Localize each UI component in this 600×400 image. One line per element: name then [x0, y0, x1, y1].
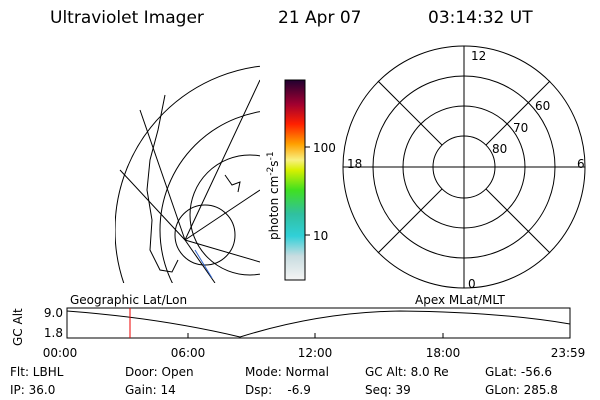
altitude-curve — [66, 310, 571, 338]
mlat-label: 80 — [492, 142, 507, 156]
polar-grid — [342, 45, 586, 289]
mlat-label: 70 — [513, 121, 528, 135]
x-tick-label: 23:59 — [551, 346, 586, 360]
colorbar-tick: 10 — [313, 229, 328, 243]
colorbar — [284, 79, 306, 281]
time: 03:14:32 UT — [428, 8, 533, 28]
x-tick-label: 18:00 — [426, 346, 461, 360]
footer-field: IP: 36.0 — [10, 383, 55, 397]
x-tick-label: 00:00 — [43, 346, 78, 360]
footer-field: Door: Open — [125, 365, 194, 379]
date: 21 Apr 07 — [278, 8, 361, 28]
y-tick-label: 1.8 — [44, 326, 63, 340]
footer-field: Dsp: -6.9 — [245, 383, 311, 397]
colorbar-label: photon cm-2s-1 — [266, 151, 281, 240]
footer: Flt: LBHL Door: Open Mode: Normal GC Alt: 8… — [10, 365, 558, 397]
mlt-label: 6 — [577, 157, 585, 171]
timeline-axis-label: GC Alt — [11, 308, 25, 346]
mlt-label: 12 — [471, 49, 486, 63]
footer-field: GLon: 285.8 — [485, 383, 558, 397]
footer-field: Flt: LBHL — [10, 365, 64, 379]
colorbar-tick: 100 — [313, 141, 336, 155]
x-tick-label: 06:00 — [171, 346, 206, 360]
map — [115, 65, 260, 283]
mlt-label: 18 — [347, 157, 362, 171]
mlat-label: 60 — [535, 99, 550, 113]
footer-field: Seq: 39 — [365, 383, 411, 397]
timeline-right-label: Apex MLat/MLT — [415, 293, 505, 307]
x-tick-label: 12:00 — [298, 346, 333, 360]
footer-field: GLat: -56.6 — [485, 365, 552, 379]
timeline-left-label: Geographic Lat/Lon — [70, 293, 187, 307]
footer-field: GC Alt: 8.0 Re — [365, 365, 449, 379]
mlt-label: 0 — [468, 277, 476, 291]
footer-field: Gain: 14 — [125, 383, 176, 397]
timeline-box — [66, 307, 571, 339]
title: Ultraviolet Imager — [50, 8, 204, 28]
footer-field: Mode: Normal — [245, 365, 329, 379]
x-ticks — [187, 333, 444, 338]
y-tick-label: 9.0 — [44, 306, 63, 320]
